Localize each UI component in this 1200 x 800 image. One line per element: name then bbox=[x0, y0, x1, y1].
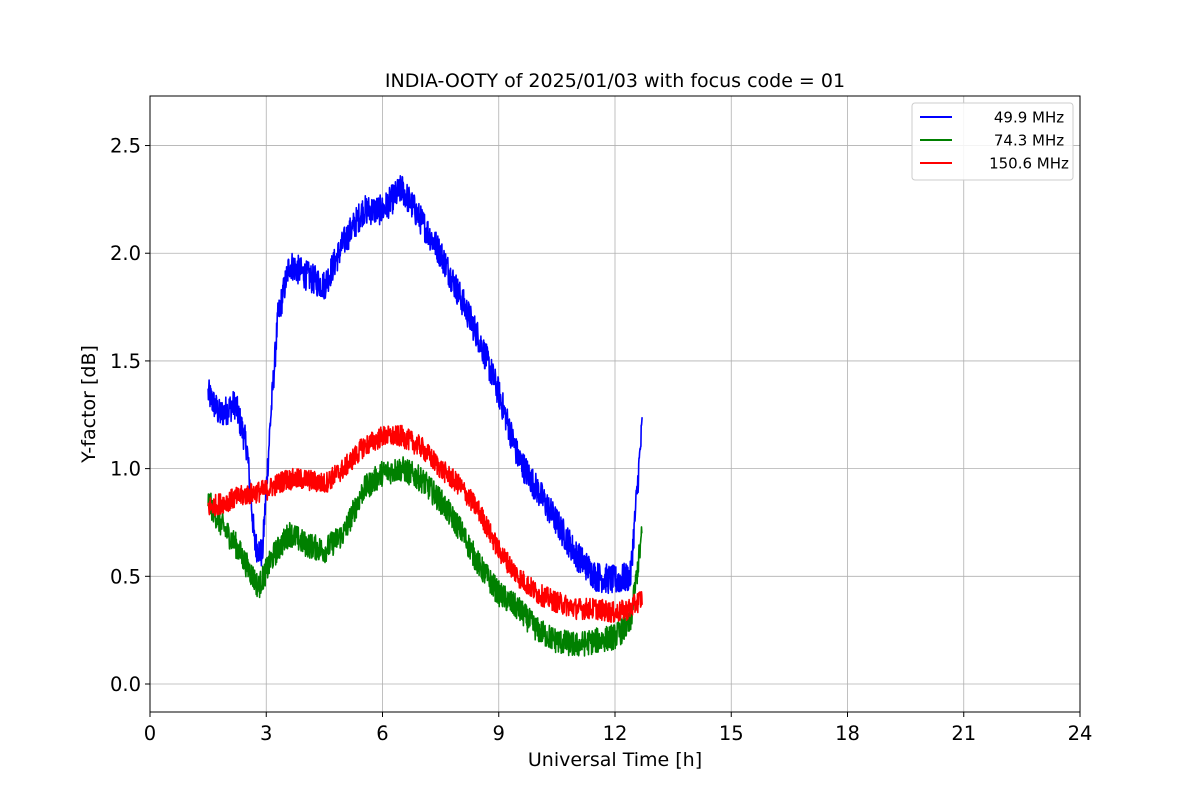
series-line bbox=[207, 456, 643, 657]
x-tick-label: 6 bbox=[376, 722, 388, 745]
grid bbox=[149, 96, 1081, 712]
x-tick-label: 12 bbox=[603, 722, 628, 745]
series-line bbox=[207, 424, 643, 623]
x-tick-label: 3 bbox=[260, 722, 272, 745]
y-axis-label: Y-factor [dB] bbox=[78, 345, 100, 464]
legend-label: 49.9 MHz bbox=[994, 109, 1064, 127]
legend-box bbox=[911, 102, 1074, 181]
x-tick-label: 24 bbox=[1068, 722, 1093, 745]
x-tick-label: 21 bbox=[951, 722, 976, 745]
y-axis: 0.0 0.5 1.0 1.5 2.0 2.5 bbox=[110, 135, 150, 696]
y-tick-label: 0.5 bbox=[110, 565, 141, 588]
legend-label: 150.6 MHz bbox=[989, 155, 1069, 173]
y-tick-label: 2.5 bbox=[110, 135, 141, 158]
y-tick-label: 1.5 bbox=[110, 350, 141, 373]
series-line bbox=[207, 175, 643, 595]
y-tick-label: 2.0 bbox=[110, 242, 141, 265]
x-tick-label: 0 bbox=[144, 722, 156, 745]
legend: 49.9 MHz 74.3 MHz 150.6 MHz bbox=[911, 102, 1074, 181]
y-tick-label: 0.0 bbox=[110, 673, 141, 696]
x-axis: 0 3 6 9 12 15 18 21 24 bbox=[144, 712, 1093, 745]
x-tick-label: 15 bbox=[719, 722, 744, 745]
x-axis-label: Universal Time [h] bbox=[528, 749, 702, 771]
legend-label: 74.3 MHz bbox=[994, 132, 1064, 150]
x-tick-label: 18 bbox=[835, 722, 860, 745]
chart-title: INDIA-OOTY of 2025/01/03 with focus code… bbox=[385, 70, 845, 92]
plot-area bbox=[207, 175, 643, 657]
x-tick-label: 9 bbox=[493, 722, 505, 745]
y-tick-label: 1.0 bbox=[110, 458, 141, 481]
